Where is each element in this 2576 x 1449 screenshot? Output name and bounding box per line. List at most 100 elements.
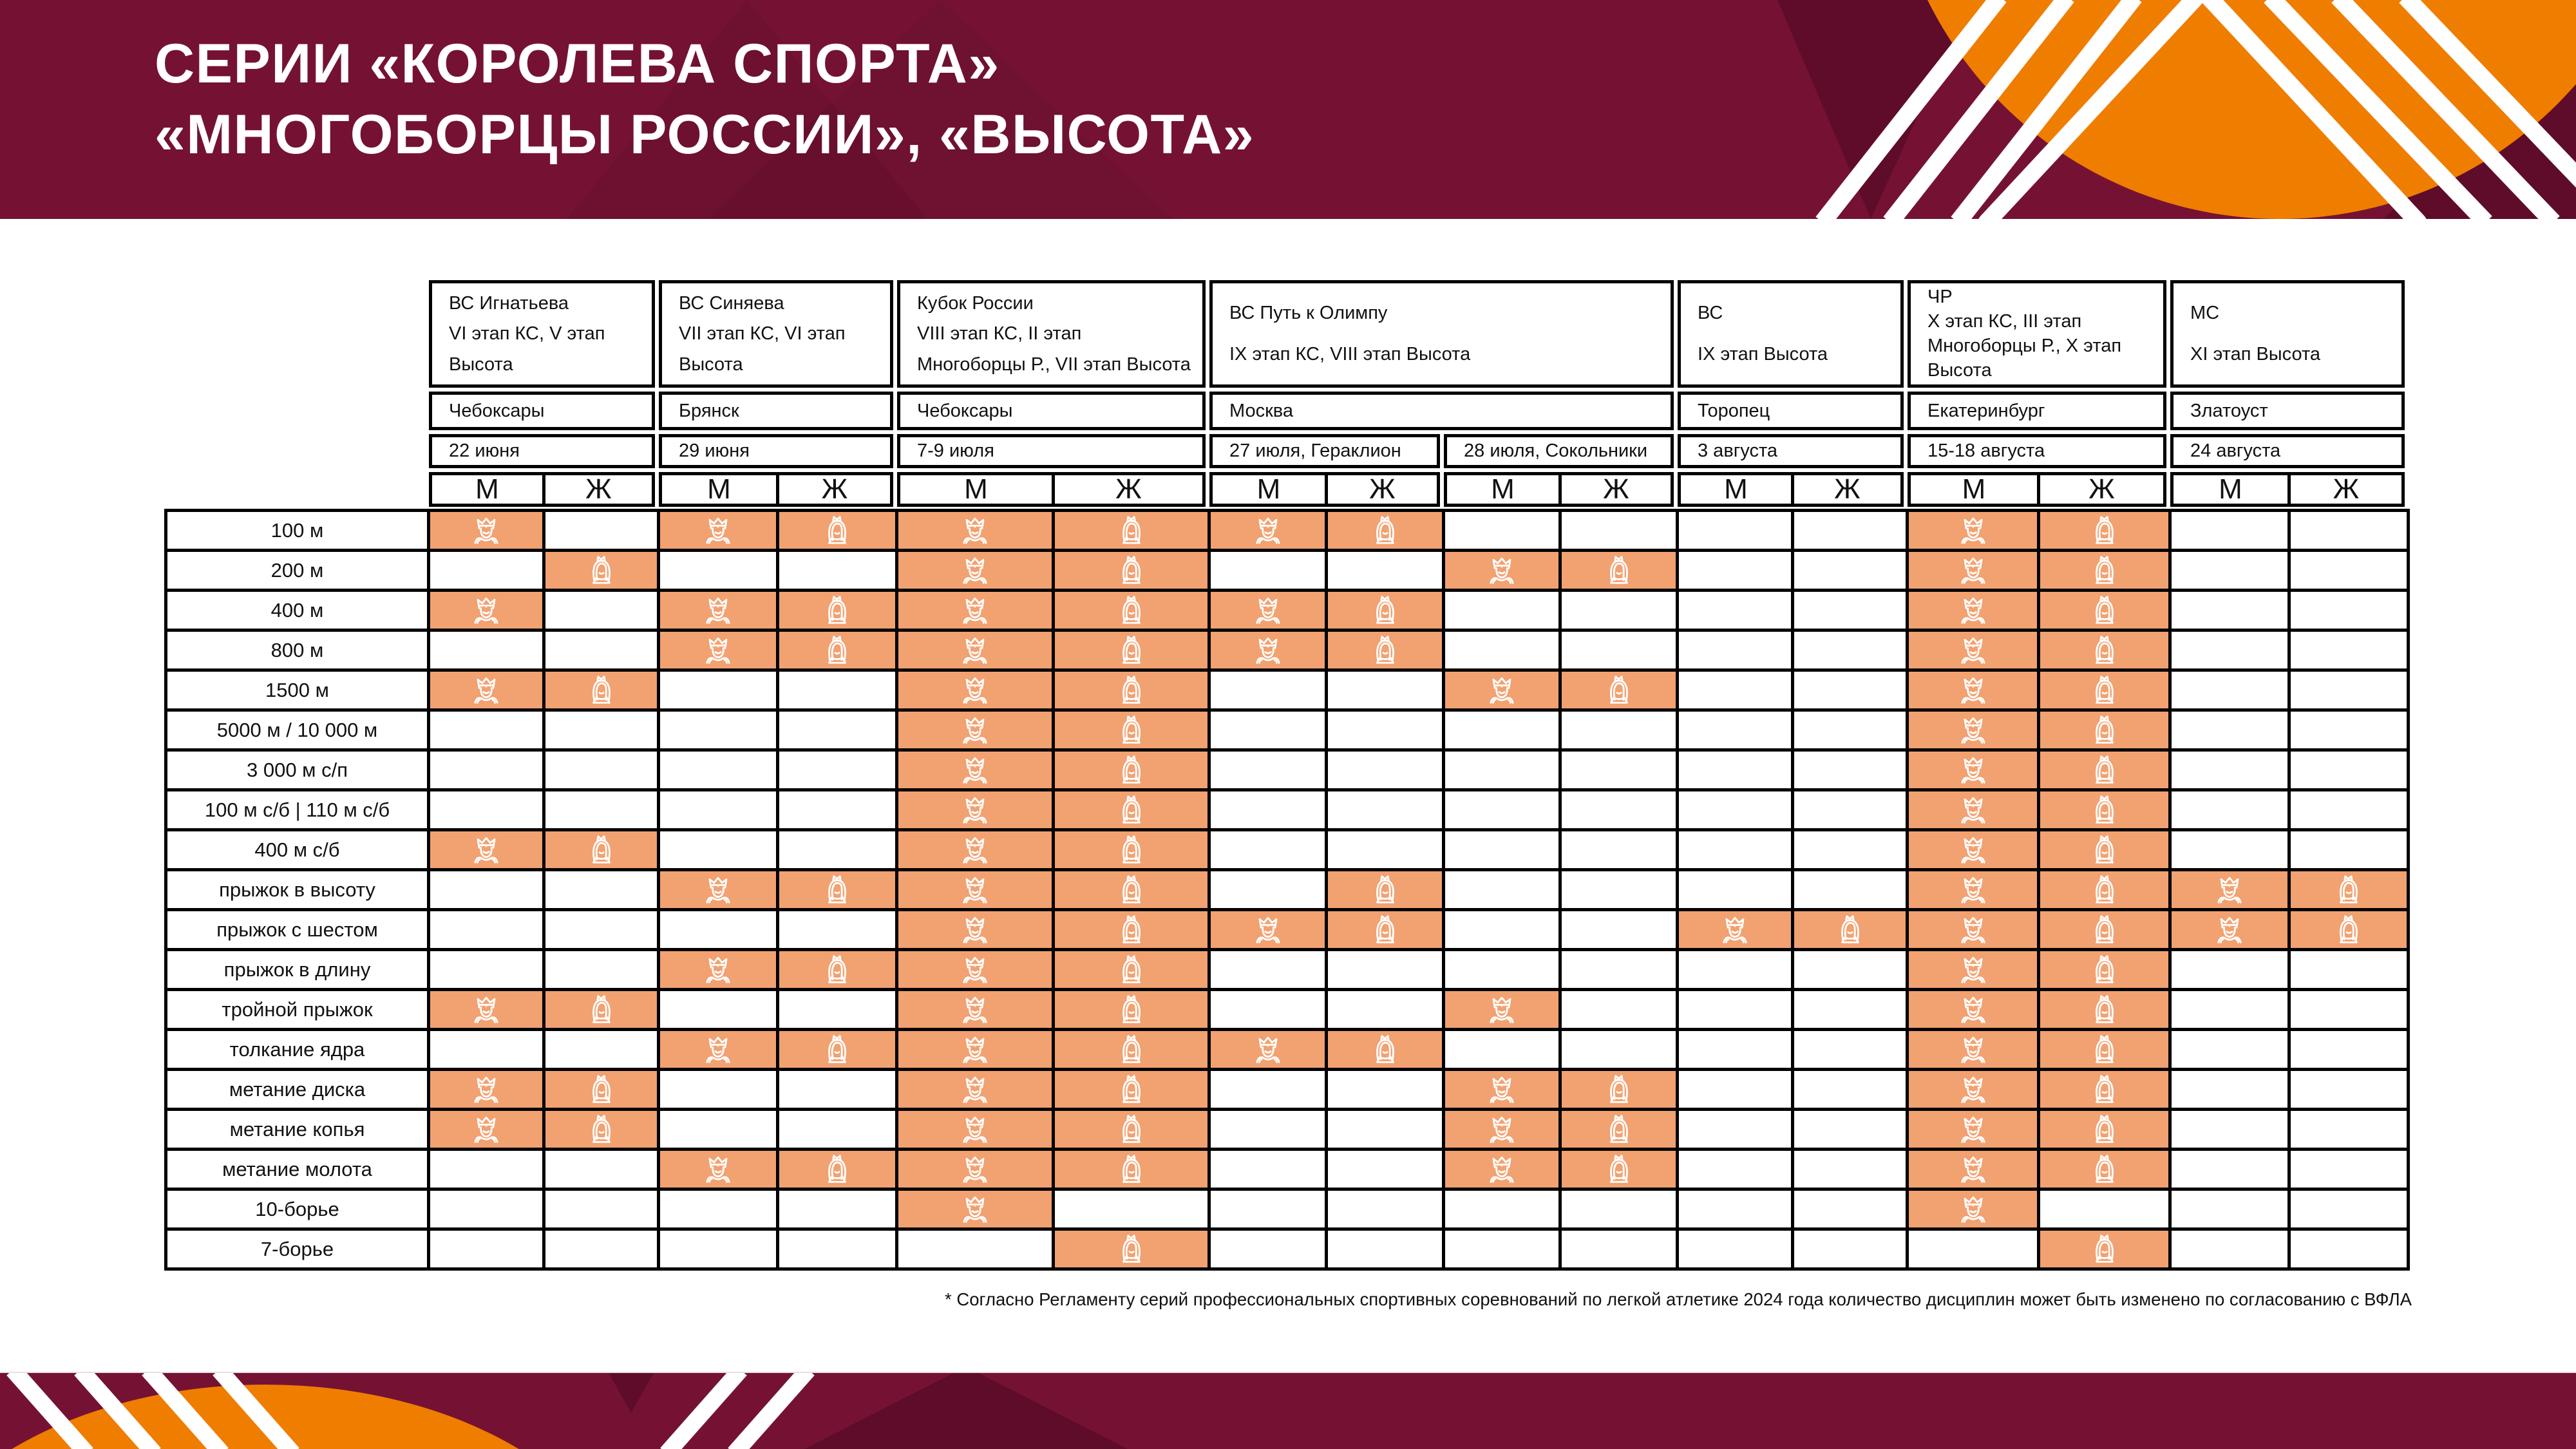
schedule-cell	[1055, 1031, 1211, 1071]
schedule-cell	[898, 1231, 1055, 1271]
king-icon	[1957, 994, 1989, 1026]
schedule-cell	[1679, 1151, 1794, 1191]
date-label: 15-18 августа	[1927, 440, 2045, 461]
schedule-cell	[1794, 712, 1909, 752]
schedule-cell	[1211, 552, 1328, 592]
schedule-cell	[898, 592, 1055, 632]
king-icon	[1957, 1034, 1989, 1066]
schedule-cell	[2172, 592, 2291, 632]
date-header: 27 июля, Гераклион	[1209, 434, 1440, 468]
discipline-label-cell: прыжок в длину	[167, 951, 430, 991]
king-icon	[959, 674, 991, 706]
schedule-cell	[779, 791, 898, 831]
schedule-cell	[1055, 991, 1211, 1031]
schedule-cell	[2291, 592, 2410, 632]
schedule-cell	[1909, 592, 2040, 632]
queen-icon	[1115, 1113, 1148, 1146]
king-icon	[1252, 594, 1284, 627]
king-icon	[1252, 1034, 1284, 1066]
schedule-cell	[2291, 1231, 2410, 1271]
schedule-cell	[660, 831, 779, 871]
schedule-cell	[898, 672, 1055, 712]
schedule-cell	[779, 1151, 898, 1191]
schedule-cell	[1328, 672, 1445, 712]
schedule-cell	[1445, 871, 1562, 911]
schedule-cell	[2040, 1111, 2172, 1151]
schedule-cell	[1445, 752, 1562, 791]
king-icon	[470, 1113, 502, 1146]
table-row: метание молота	[167, 1151, 2410, 1191]
king-icon	[959, 914, 991, 946]
schedule-cell	[545, 1191, 660, 1231]
event-name-line: ВС	[1698, 303, 1723, 324]
discipline-label-cell: 1500 м	[167, 672, 430, 712]
schedule-cell	[1562, 791, 1679, 831]
schedule-cell	[2172, 752, 2291, 791]
schedule-cell	[430, 871, 545, 911]
schedule-cell	[1328, 871, 1445, 911]
schedule-cell	[1445, 1111, 1562, 1151]
schedule-cell	[2040, 791, 2172, 831]
discipline-label: 1500 м	[265, 678, 329, 701]
schedule-cell	[2040, 712, 2172, 752]
schedule-cell	[430, 791, 545, 831]
schedule-cell	[1055, 1231, 1211, 1271]
schedule-cell	[1562, 1231, 1679, 1271]
schedule-cell	[2291, 911, 2410, 951]
schedule-cell	[545, 712, 660, 752]
queen-icon	[821, 634, 853, 667]
schedule-cell	[1211, 1031, 1328, 1071]
schedule-cell	[1445, 991, 1562, 1031]
queen-icon	[2088, 674, 2121, 706]
white-stripes-decoration	[660, 1373, 815, 1449]
schedule-cell	[1328, 791, 1445, 831]
queen-icon	[2088, 754, 2121, 786]
schedule-cell	[779, 552, 898, 592]
discipline-label-cell: 100 м	[167, 512, 430, 552]
schedule-cell	[1909, 1111, 2040, 1151]
schedule-cell	[545, 1231, 660, 1271]
event-name-line: IX этап КС, VIII этап Высота	[1229, 343, 1471, 365]
schedule-cell	[1562, 951, 1679, 991]
discipline-label-cell: 10-борье	[167, 1191, 430, 1231]
schedule-cell	[2040, 1151, 2172, 1191]
schedule-table: 100 м 200 м 400 м 800 м 1500 м 5000 м / 10 00…	[164, 509, 2410, 1271]
king-icon	[470, 994, 502, 1026]
city-header: Чебоксары	[897, 392, 1206, 430]
event-name-line: ЧР	[1927, 287, 1953, 307]
king-icon	[1486, 554, 1518, 587]
title-line-2: «МНОГОБОРЦЫ РОССИИ», «ВЫСОТА»	[155, 104, 1255, 166]
event-header: ВС IX этап Высота	[1678, 280, 1904, 388]
schedule-cell	[660, 951, 779, 991]
schedule-cell	[898, 911, 1055, 951]
schedule-cell	[1328, 1031, 1445, 1071]
schedule-cell	[1909, 871, 2040, 911]
chevron-decoration	[567, 0, 927, 219]
schedule-cell	[779, 1231, 898, 1271]
event-header: МС XI этап Высота	[2170, 280, 2405, 388]
schedule-cell	[1328, 1231, 1445, 1271]
schedule-cell	[1794, 632, 1909, 672]
schedule-cell	[1679, 1191, 1794, 1231]
gender-header-female: Ж	[1558, 473, 1671, 505]
queen-icon	[2088, 554, 2121, 587]
discipline-label: прыжок в высоту	[219, 878, 375, 901]
gender-header-female: Ж	[776, 473, 890, 505]
king-icon	[959, 874, 991, 906]
schedule-cell	[1445, 1151, 1562, 1191]
schedule-cell	[779, 512, 898, 552]
schedule-cell	[660, 911, 779, 951]
schedule-cell	[1679, 791, 1794, 831]
schedule-cell	[779, 592, 898, 632]
event-name-line: VII этап КС, VI этап	[679, 323, 846, 344]
schedule-cell	[2172, 1111, 2291, 1151]
table-row: прыжок с шестом	[167, 911, 2410, 951]
gender-header-female: Ж	[2287, 473, 2401, 505]
date-header: 3 августа	[1678, 434, 1904, 468]
city-header: Москва	[1209, 392, 1674, 430]
discipline-label-cell: толкание ядра	[167, 1031, 430, 1071]
schedule-cell	[660, 552, 779, 592]
discipline-label-cell: 7-борье	[167, 1231, 430, 1271]
schedule-cell	[1909, 1231, 2040, 1271]
